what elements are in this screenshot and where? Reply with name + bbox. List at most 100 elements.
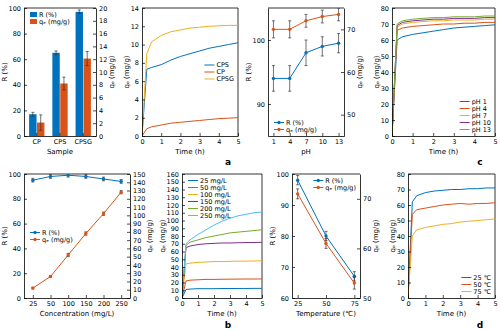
error-bar — [353, 277, 356, 289]
tick-label: 20 — [133, 278, 141, 286]
tick-mark — [392, 88, 395, 89]
tick-label: 3 — [228, 300, 232, 308]
tick: 1 — [411, 133, 415, 146]
error-bar — [321, 10, 324, 23]
tick-mark — [392, 72, 395, 73]
tick: 10 — [381, 117, 395, 125]
marker — [102, 212, 105, 215]
y-axis-title: qₑ (mg/g) — [159, 219, 167, 252]
tick-mark — [127, 265, 130, 266]
y-axis-title: qₑ (mg/g) — [389, 219, 397, 252]
error-bar — [55, 51, 58, 55]
axis-line — [143, 136, 239, 137]
x-axis-title: Time (h) — [174, 148, 205, 156]
bar — [29, 114, 36, 136]
y-axis: 01020304050607080 — [397, 171, 411, 303]
error-bar-cap — [39, 114, 42, 115]
x-axis-title: Concentration (mg/L) — [40, 310, 115, 318]
marker — [66, 174, 69, 177]
tick-mark — [127, 199, 130, 200]
tick: 60 — [357, 245, 371, 253]
tick-label: 90 — [257, 101, 265, 109]
tick: 20 — [93, 5, 107, 13]
error-bar — [31, 112, 34, 116]
tick-mark — [230, 295, 231, 298]
error-bar-cap — [272, 65, 275, 66]
tick: 20 — [397, 264, 411, 272]
tick-mark — [24, 59, 27, 60]
tick: 12 — [131, 23, 145, 31]
tick: 130 — [167, 194, 185, 202]
legend-entry: qₑ (mg/g) — [313, 184, 356, 192]
figure: CPCPSCPSG02040608010002468101214161820Sa… — [0, 0, 500, 330]
tick-mark — [408, 252, 411, 253]
tick: 60 — [397, 202, 411, 210]
legend-swatch — [188, 180, 198, 181]
series-line — [182, 288, 262, 298]
tick-mark — [24, 85, 27, 86]
tick-label: 110 — [167, 209, 179, 217]
bar — [60, 84, 67, 136]
tick-label: 5 — [260, 300, 264, 308]
error-bar — [102, 212, 105, 215]
tick-label: 20 — [13, 107, 21, 115]
tick: 50 — [381, 53, 395, 61]
tick-label: 0 — [133, 295, 137, 303]
error-bar-cap — [288, 20, 291, 21]
series-line — [408, 203, 495, 298]
tick: 4 — [473, 133, 477, 146]
error-bar-cap — [78, 9, 81, 10]
y-axis-title: qₑ (mg/g) — [373, 55, 381, 88]
tick-mark — [93, 8, 96, 9]
error-bar — [272, 66, 275, 92]
series-line — [182, 261, 262, 298]
marker — [353, 281, 356, 284]
tick-label: 80 — [397, 171, 405, 179]
tick: 120 — [127, 195, 145, 203]
tick-mark — [214, 295, 215, 298]
x-axis: 012345 — [140, 133, 240, 146]
marker — [353, 275, 356, 278]
tick-mark — [83, 133, 84, 136]
tick-label: 120 — [133, 195, 145, 203]
plot-area — [296, 176, 356, 290]
tick-mark — [413, 133, 414, 136]
legend-swatch — [204, 79, 214, 80]
marker — [49, 175, 52, 178]
error-bar-cap — [288, 91, 291, 92]
error-bar-cap — [272, 20, 275, 21]
error-bar-cap — [337, 33, 340, 34]
tick-mark — [182, 197, 185, 198]
legend-marker — [317, 186, 320, 189]
tick-label: 12 — [131, 23, 139, 31]
panel: 25507560708090100506070Temperature (℃)R … — [269, 171, 381, 318]
tick: 100 — [277, 171, 295, 179]
error-bar — [288, 66, 291, 92]
error-bar-stem — [63, 77, 64, 90]
tick-label: 70 — [363, 195, 371, 203]
tick-mark — [93, 59, 96, 60]
tick: 0 — [93, 133, 103, 141]
tick-mark — [93, 72, 96, 73]
tick-mark — [142, 81, 145, 82]
tick-mark — [219, 133, 220, 136]
tick-label: 70 — [381, 21, 389, 29]
x-axis: 1471013 — [269, 133, 345, 146]
tick: 6 — [93, 94, 103, 102]
tick-mark — [292, 267, 295, 268]
tick: 70 — [357, 195, 371, 203]
tick-label: 0 — [140, 138, 144, 146]
tick-mark — [182, 267, 185, 268]
tick: 2 — [441, 295, 445, 308]
tick-mark — [292, 236, 295, 237]
tick: 30 — [381, 85, 395, 93]
y-axis-title: R (%) — [269, 226, 277, 245]
error-bar — [67, 253, 70, 256]
tick-label: 20 — [381, 101, 389, 109]
error-bar — [305, 14, 308, 27]
tick-label: 50 — [171, 256, 179, 264]
tick-label: 3 — [452, 138, 456, 146]
marker — [66, 253, 69, 256]
tick-label: 50 — [381, 53, 389, 61]
tick-mark — [86, 295, 87, 298]
